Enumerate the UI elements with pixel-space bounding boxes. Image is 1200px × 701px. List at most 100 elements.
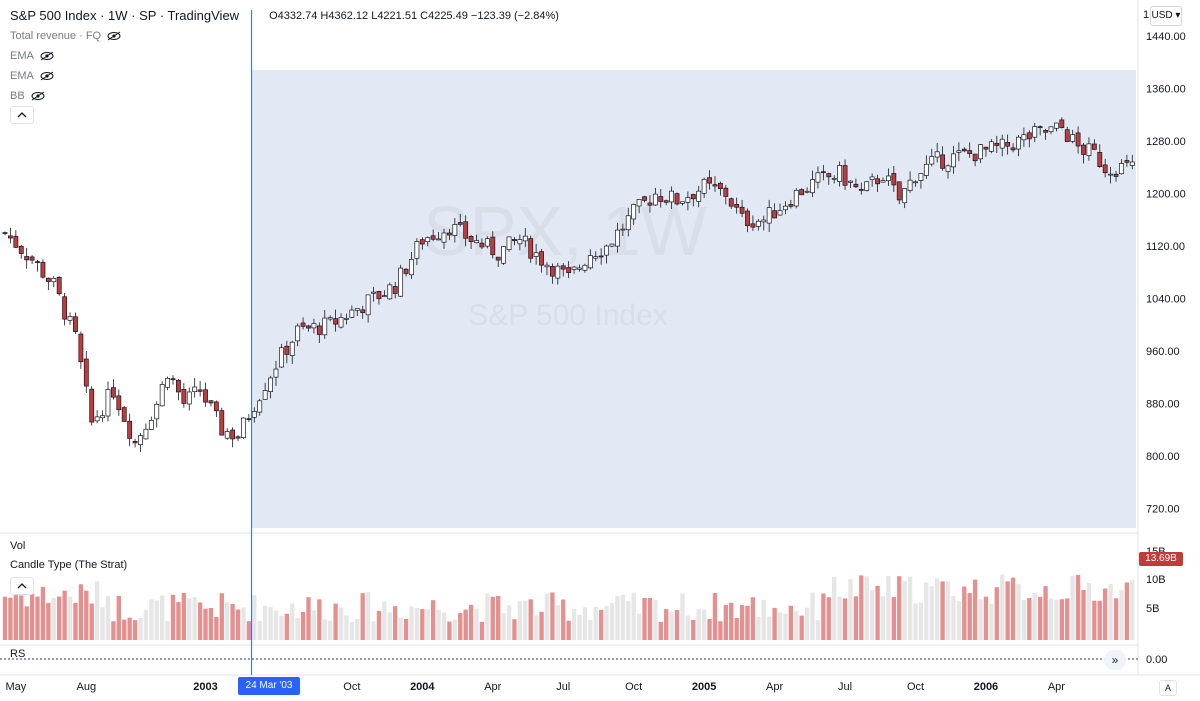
candle-body (159, 384, 165, 407)
crosshair-date-badge: 24 Mar '03 (238, 677, 300, 695)
eye-hidden-icon[interactable] (107, 31, 121, 41)
volume-bar (859, 575, 864, 640)
candle (45, 277, 51, 291)
volume-bar (1059, 599, 1065, 640)
candle-body (414, 241, 420, 259)
candle (728, 197, 734, 209)
volume-bar (664, 609, 669, 640)
candle (788, 199, 794, 209)
auto-scale-button[interactable]: A (1159, 680, 1177, 696)
eye-hidden-icon[interactable] (40, 51, 54, 61)
volume-bar (577, 614, 582, 640)
candle-body (1064, 129, 1070, 142)
candle-body (918, 173, 924, 181)
candle (132, 438, 138, 448)
volume-bar (886, 575, 891, 640)
candle-body (251, 411, 257, 418)
volume-bar (328, 620, 333, 640)
candle-body (923, 163, 929, 176)
volume-bar (956, 601, 962, 640)
candle (392, 281, 398, 299)
scroll-to-latest-button[interactable]: » (1104, 650, 1126, 670)
indicator-bb[interactable]: BB (10, 86, 559, 106)
collapse-pane-button[interactable] (10, 577, 34, 595)
indicator-ema-2[interactable]: EMA (10, 66, 559, 86)
volume-bar (300, 611, 306, 640)
candle-body (110, 387, 116, 398)
candle (474, 234, 479, 244)
candle (755, 218, 761, 231)
candle-body (988, 141, 994, 152)
symbol-title[interactable]: S&P 500 Index · 1W · SP · TradingView (10, 8, 240, 23)
candle (951, 145, 956, 174)
volume-bar (496, 595, 501, 640)
highlight-region (251, 70, 1136, 528)
volume-bar (463, 609, 468, 640)
volume-bar (105, 595, 111, 640)
candle (793, 188, 799, 209)
candle (246, 413, 252, 422)
volume-bar (794, 610, 799, 640)
candle-body (501, 246, 507, 264)
rs-pane-label[interactable]: RS (10, 648, 26, 660)
volume-bar (913, 603, 918, 640)
strat-pane-label[interactable]: Candle Type (The Strat) (10, 559, 128, 571)
candle (772, 203, 778, 219)
candle (100, 410, 105, 422)
candle-body (430, 235, 436, 240)
candle (625, 207, 631, 237)
candle (419, 237, 425, 250)
volume-value-badge: 13.69B (1139, 552, 1183, 566)
candle (717, 181, 723, 196)
candle-body (978, 144, 983, 160)
candle (322, 310, 328, 339)
candle-body (203, 389, 208, 403)
volume-bar (393, 606, 398, 640)
volume-bar (355, 619, 360, 640)
volume-bar (219, 593, 224, 640)
rs-axis-value: 0.00 (1146, 654, 1168, 666)
currency-selector[interactable]: USD ▾ (1150, 6, 1182, 26)
price-axis-top-label: 1 (1143, 9, 1150, 21)
eye-hidden-icon[interactable] (40, 71, 54, 81)
candle-body (615, 229, 620, 247)
indicator-ema-1[interactable]: EMA (10, 46, 559, 66)
volume-bar (620, 594, 626, 640)
candle-body (528, 238, 534, 259)
candle (457, 213, 463, 227)
price-tick-label: 880.00 (1146, 398, 1180, 410)
candle-body (360, 309, 366, 313)
candle-body (403, 268, 409, 274)
candle (956, 142, 962, 162)
volume-bar (1075, 574, 1081, 640)
eye-hidden-icon[interactable] (31, 91, 45, 101)
candle-body (289, 341, 295, 356)
candle (978, 143, 983, 164)
volume-bar (8, 597, 13, 640)
candle (295, 323, 301, 347)
candle (154, 401, 160, 428)
volume-bar (1124, 582, 1130, 640)
candle-body (181, 388, 187, 404)
candle-body (273, 368, 279, 378)
volume-bar (322, 619, 327, 640)
candle (398, 264, 404, 297)
candle (663, 199, 669, 206)
indicator-total-revenue[interactable]: Total revenue · FQ (10, 26, 559, 46)
candle-body (625, 215, 631, 231)
volume-bar (685, 615, 691, 640)
volume-bar (718, 621, 723, 640)
candle (528, 235, 534, 263)
candle (680, 201, 685, 206)
candle (159, 381, 165, 407)
chevron-up-icon (17, 112, 27, 118)
collapse-legend-button[interactable] (10, 106, 34, 124)
indicator-label: EMA (10, 70, 34, 82)
candle-body (642, 196, 647, 201)
volume-bar (268, 607, 273, 640)
candle (1026, 130, 1032, 148)
price-tick-label: 1440.00 (1146, 31, 1186, 43)
candle (967, 142, 973, 158)
volume-pane-label[interactable]: Vol (10, 540, 26, 552)
